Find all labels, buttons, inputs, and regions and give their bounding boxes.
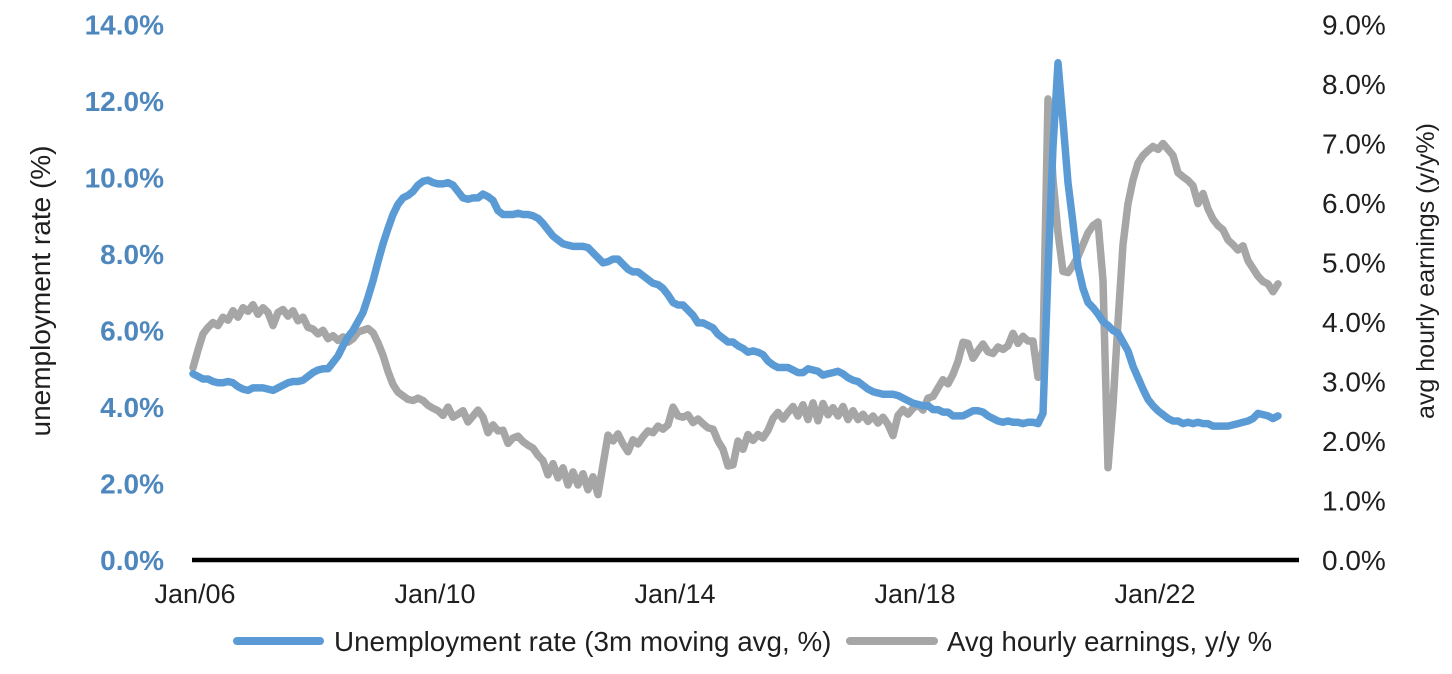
svg-text:8.0%: 8.0% [1322,69,1386,100]
svg-text:2.0%: 2.0% [100,469,164,500]
svg-text:14.0%: 14.0% [85,10,164,41]
svg-text:12.0%: 12.0% [85,86,164,117]
svg-text:Jan/10: Jan/10 [394,579,475,609]
svg-text:Jan/14: Jan/14 [634,579,715,609]
svg-text:2.0%: 2.0% [1322,426,1386,457]
svg-text:8.0%: 8.0% [100,239,164,270]
svg-text:4.0%: 4.0% [1322,307,1386,338]
svg-text:0.0%: 0.0% [100,545,164,576]
svg-text:Jan/18: Jan/18 [874,579,955,609]
svg-text:10.0%: 10.0% [85,163,164,194]
svg-text:4.0%: 4.0% [100,392,164,423]
svg-text:3.0%: 3.0% [1322,367,1386,398]
svg-text:7.0%: 7.0% [1322,129,1386,160]
svg-text:Jan/22: Jan/22 [1114,579,1195,609]
svg-text:Avg hourly earnings, y/y %: Avg hourly earnings, y/y % [947,626,1272,657]
svg-text:Unemployment rate (3m moving a: Unemployment rate (3m moving avg, %) [334,626,831,657]
svg-text:Jan/06: Jan/06 [154,579,235,609]
svg-text:6.0%: 6.0% [100,316,164,347]
svg-text:5.0%: 5.0% [1322,248,1386,279]
svg-text:9.0%: 9.0% [1322,10,1386,41]
svg-text:0.0%: 0.0% [1322,545,1386,576]
svg-text:6.0%: 6.0% [1322,188,1386,219]
svg-text:1.0%: 1.0% [1322,486,1386,517]
svg-text:avg hourly earnings (y/y%): avg hourly earnings (y/y%) [1412,123,1440,419]
svg-text:unemployment rate (%): unemployment rate (%) [25,145,56,436]
